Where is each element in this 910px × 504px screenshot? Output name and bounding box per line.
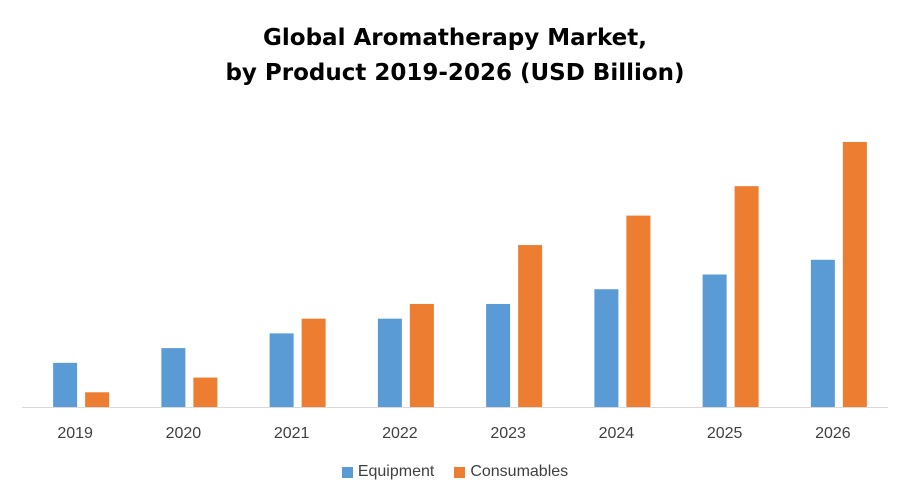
bar-equipment-2020 [161, 348, 186, 407]
bar-consumables-2022 [409, 303, 434, 407]
bar-equipment-2024 [594, 289, 619, 407]
bar-equipment-2025 [702, 274, 727, 407]
chart-title-line-1: Global Aromatherapy Market, [263, 25, 647, 51]
x-tick-label-2022: 2022 [382, 425, 418, 442]
x-tick-label-2023: 2023 [490, 425, 526, 442]
bar-consumables-2024 [626, 215, 651, 407]
bar-consumables-2025 [734, 186, 759, 407]
bar-equipment-2021 [269, 333, 294, 407]
bar-equipment-2026 [810, 259, 835, 407]
bar-consumables-2021 [301, 318, 326, 407]
legend-swatch-equipment [341, 466, 353, 478]
chart-title-line-2: by Product 2019-2026 (USD Billion) [225, 60, 685, 86]
legend-label-consumables: Consumables [470, 463, 569, 480]
x-tick-label-2026: 2026 [815, 425, 851, 442]
legend-label-equipment: Equipment [357, 463, 435, 480]
bar-equipment-2019 [53, 362, 78, 407]
x-tick-label-2021: 2021 [274, 425, 310, 442]
bar-equipment-2022 [377, 318, 402, 407]
legend-item-equipment: Equipment [341, 463, 435, 481]
x-tick-label-2019: 2019 [57, 425, 93, 442]
x-tick-label-2020: 2020 [166, 425, 202, 442]
x-tick-label-2024: 2024 [599, 425, 635, 442]
bar-consumables-2023 [518, 245, 543, 407]
legend: Equipment Consumables [0, 463, 910, 481]
legend-swatch-consumables [454, 466, 466, 478]
bar-consumables-2019 [85, 392, 110, 407]
bar-consumables-2026 [842, 142, 867, 407]
legend-item-consumables: Consumables [454, 463, 568, 481]
x-tick-label-2025: 2025 [707, 425, 743, 442]
bar-consumables-2020 [193, 377, 218, 407]
bar-equipment-2023 [486, 303, 511, 407]
